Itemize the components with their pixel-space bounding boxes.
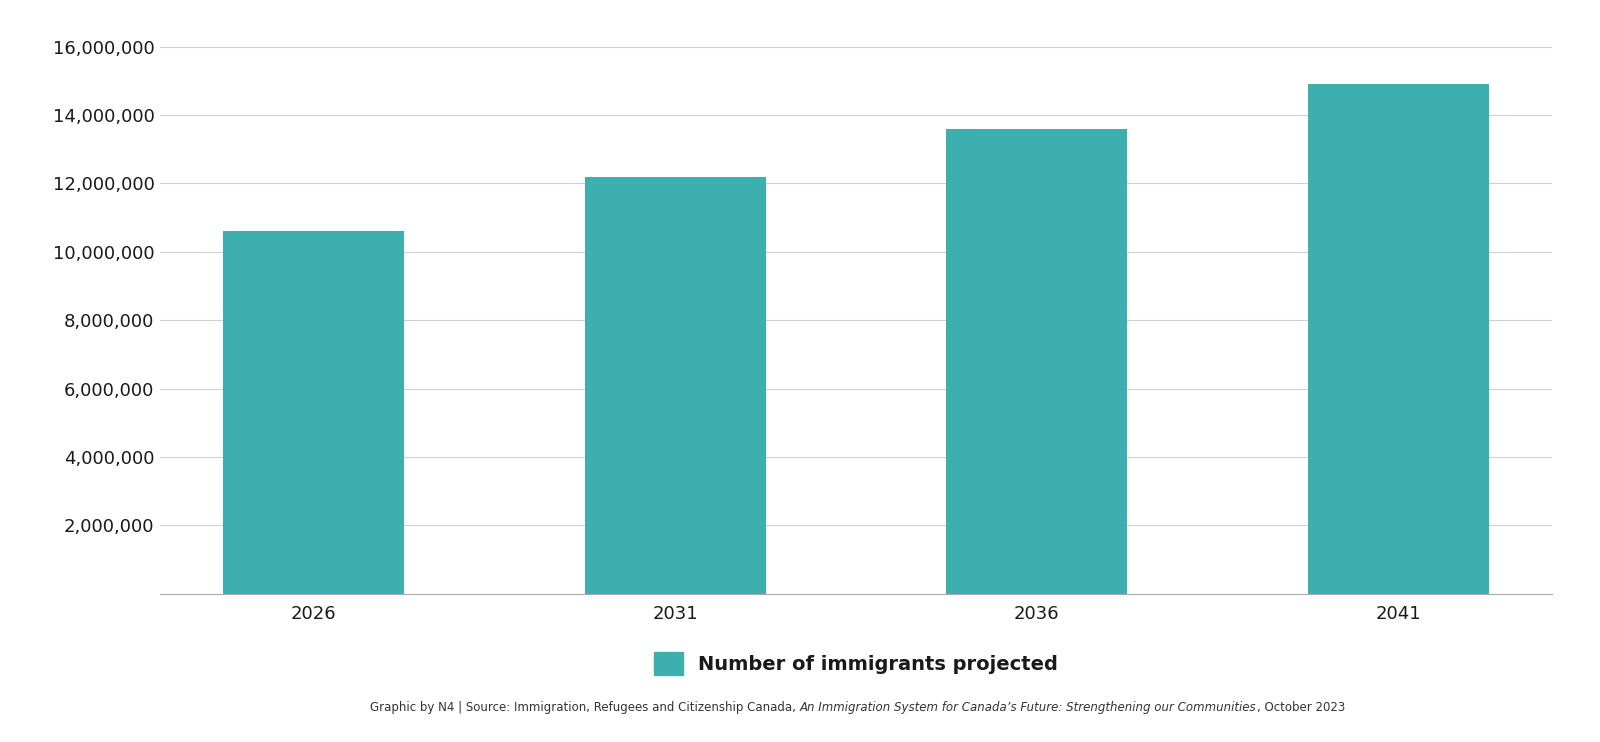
Bar [224, 232, 405, 594]
Bar [1307, 85, 1488, 594]
Bar [946, 129, 1126, 594]
Bar [586, 177, 766, 594]
Text: , October 2023: , October 2023 [1256, 700, 1346, 714]
Text: Graphic by N4 | Source: Immigration, Refugees and Citizenship Canada,: Graphic by N4 | Source: Immigration, Ref… [370, 700, 800, 714]
Legend: Number of immigrants projected: Number of immigrants projected [646, 645, 1066, 683]
Text: An Immigration System for Canada’s Future: Strengthening our Communities: An Immigration System for Canada’s Futur… [800, 700, 1256, 714]
